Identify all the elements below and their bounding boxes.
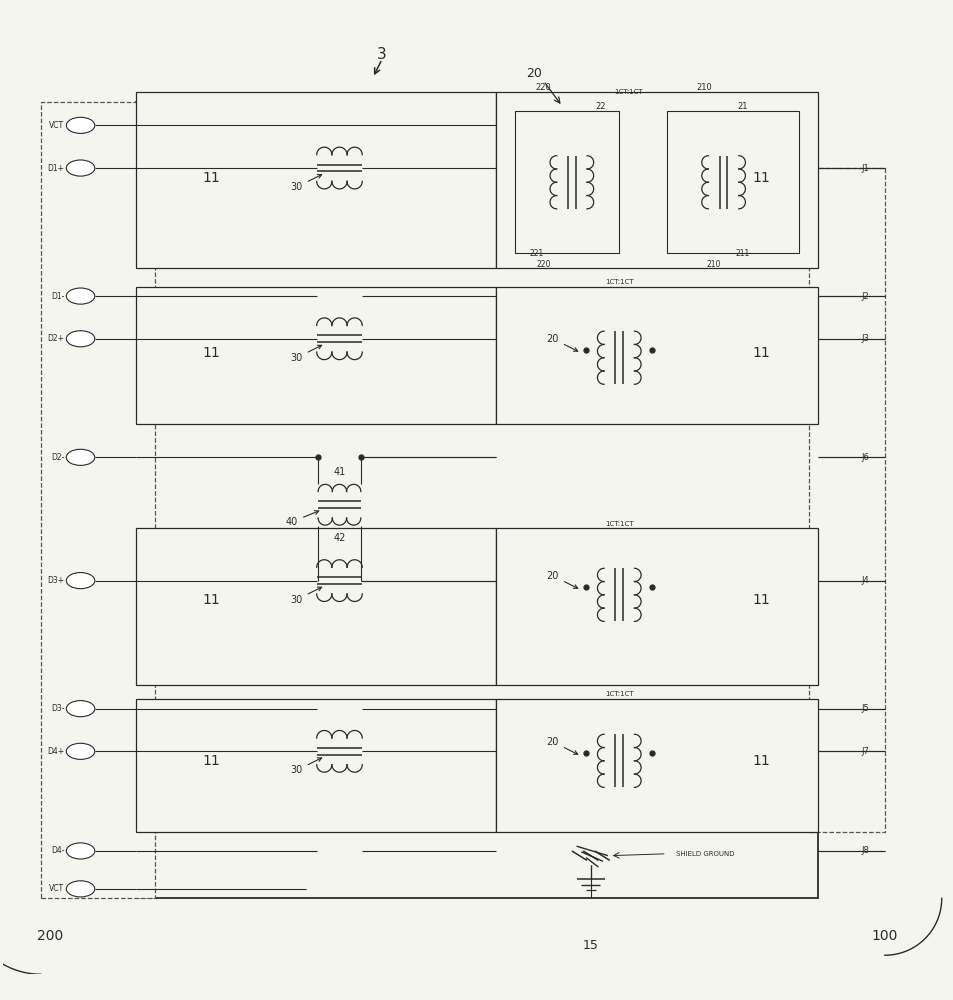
Text: 11: 11 xyxy=(752,171,770,185)
Text: 40: 40 xyxy=(286,511,318,527)
Bar xyxy=(135,528,496,685)
Text: P5: P5 xyxy=(77,123,84,128)
Text: 1CT:1CT: 1CT:1CT xyxy=(604,691,633,697)
Text: J2: J2 xyxy=(861,292,868,301)
Text: D2-: D2- xyxy=(51,453,65,462)
Text: 30: 30 xyxy=(291,758,321,775)
Ellipse shape xyxy=(67,117,94,133)
Text: D4-: D4- xyxy=(51,846,65,855)
Ellipse shape xyxy=(67,701,94,717)
Text: J7: J7 xyxy=(861,747,868,756)
Bar xyxy=(41,102,154,898)
Text: D2+: D2+ xyxy=(48,334,65,343)
Text: D1+: D1+ xyxy=(48,164,65,173)
Text: P7: P7 xyxy=(76,578,84,583)
Bar xyxy=(496,699,818,832)
Ellipse shape xyxy=(67,288,94,304)
Text: 1CT:1CT: 1CT:1CT xyxy=(604,521,633,527)
Text: D4+: D4+ xyxy=(48,747,65,756)
Bar xyxy=(496,528,818,685)
Text: J4: J4 xyxy=(861,576,868,585)
Text: 211: 211 xyxy=(735,249,749,258)
Bar xyxy=(135,102,818,898)
Bar xyxy=(135,287,496,424)
Text: 210: 210 xyxy=(706,260,720,269)
Bar xyxy=(135,699,496,832)
Ellipse shape xyxy=(67,449,94,465)
Text: 11: 11 xyxy=(752,346,770,360)
Text: 30: 30 xyxy=(291,587,321,605)
Text: J6: J6 xyxy=(861,453,868,462)
Text: J1: J1 xyxy=(861,164,868,173)
Text: P3: P3 xyxy=(76,336,84,341)
Ellipse shape xyxy=(67,881,94,897)
Text: D3-: D3- xyxy=(51,704,65,713)
Ellipse shape xyxy=(67,843,94,859)
Ellipse shape xyxy=(67,573,94,589)
Text: 20: 20 xyxy=(546,737,578,754)
Text: VCT: VCT xyxy=(50,121,65,130)
Text: 15: 15 xyxy=(582,939,598,952)
Text: P8: P8 xyxy=(77,706,84,711)
Text: 20: 20 xyxy=(546,571,578,588)
Ellipse shape xyxy=(67,331,94,347)
Text: D1-: D1- xyxy=(51,292,65,301)
Text: P10: P10 xyxy=(74,848,86,853)
Text: 11: 11 xyxy=(202,346,220,360)
Text: 11: 11 xyxy=(202,754,220,768)
Ellipse shape xyxy=(67,743,94,759)
Text: P6: P6 xyxy=(77,886,84,891)
Text: 3: 3 xyxy=(376,47,387,62)
Text: J8: J8 xyxy=(861,846,868,855)
Bar xyxy=(496,287,818,424)
Text: 1CT:1CT: 1CT:1CT xyxy=(614,89,642,95)
Text: 20: 20 xyxy=(546,334,578,351)
Text: J5: J5 xyxy=(861,704,868,713)
Ellipse shape xyxy=(67,160,94,176)
Text: 100: 100 xyxy=(871,929,897,943)
Text: P4: P4 xyxy=(76,455,84,460)
Text: 221: 221 xyxy=(529,249,543,258)
Text: 11: 11 xyxy=(752,754,770,768)
Bar xyxy=(808,168,883,832)
Text: 41: 41 xyxy=(333,467,345,477)
Bar xyxy=(496,92,818,268)
Text: 220: 220 xyxy=(535,83,551,92)
Text: 1CT:1CT: 1CT:1CT xyxy=(604,279,633,285)
Text: 30: 30 xyxy=(291,345,321,363)
Text: J3: J3 xyxy=(861,334,868,343)
Text: 220: 220 xyxy=(536,260,550,269)
Text: 11: 11 xyxy=(202,593,220,607)
Bar xyxy=(515,111,618,253)
Bar xyxy=(666,111,799,253)
Text: D3+: D3+ xyxy=(48,576,65,585)
Text: 11: 11 xyxy=(202,171,220,185)
Text: 30: 30 xyxy=(291,175,321,192)
Text: 20: 20 xyxy=(525,67,541,80)
Text: P9: P9 xyxy=(76,749,84,754)
Text: P1: P1 xyxy=(77,166,84,171)
Text: 210: 210 xyxy=(696,83,712,92)
Text: SHIELD GROUND: SHIELD GROUND xyxy=(676,851,734,857)
Text: 11: 11 xyxy=(752,593,770,607)
Text: 42: 42 xyxy=(333,533,345,543)
Text: VCT: VCT xyxy=(50,884,65,893)
Text: 21: 21 xyxy=(737,102,747,111)
Bar xyxy=(135,92,496,268)
Text: 22: 22 xyxy=(595,102,605,111)
Text: P2: P2 xyxy=(76,294,84,299)
Text: 200: 200 xyxy=(37,929,63,943)
